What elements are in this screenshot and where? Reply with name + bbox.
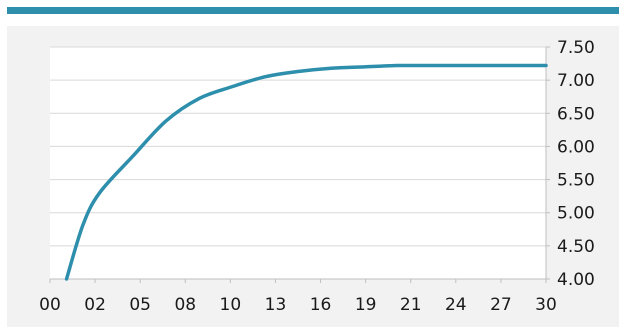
- y-tick-label: 4.00: [557, 270, 595, 290]
- y-tick-label: 7.50: [557, 38, 595, 58]
- x-tick-label: 05: [129, 295, 151, 315]
- header-rule: [7, 7, 619, 14]
- x-tick-label: 21: [400, 295, 422, 315]
- y-axis-ticks: 4.00 4.50 5.00 5.50 6.00 6.50 7.00 7.50: [545, 38, 595, 290]
- x-tick-label: 27: [490, 295, 512, 315]
- plot-area: [50, 47, 546, 279]
- x-axis-ticks: 00 02 05 08 10 13 16 19 21 24 27 30: [39, 278, 557, 315]
- y-tick-label: 7.00: [557, 71, 595, 91]
- x-tick-label: 24: [445, 295, 467, 315]
- x-tick-label: 19: [355, 295, 377, 315]
- x-tick-label: 02: [84, 295, 106, 315]
- y-tick-label: 4.50: [557, 237, 595, 257]
- x-tick-label: 10: [220, 295, 242, 315]
- series-line: [64, 63, 548, 281]
- y-tick-label: 5.00: [557, 204, 595, 224]
- x-tick-label: 30: [535, 295, 557, 315]
- x-tick-label: 13: [265, 295, 287, 315]
- y-tick-label: 5.50: [557, 171, 595, 191]
- grid-lines: [50, 46, 546, 280]
- x-tick-label: 00: [39, 295, 61, 315]
- x-tick-label: 16: [310, 295, 332, 315]
- y-tick-label: 6.00: [557, 137, 595, 157]
- x-tick-label: 08: [174, 295, 196, 315]
- y-tick-label: 6.50: [557, 104, 595, 124]
- series-group: [64, 63, 548, 281]
